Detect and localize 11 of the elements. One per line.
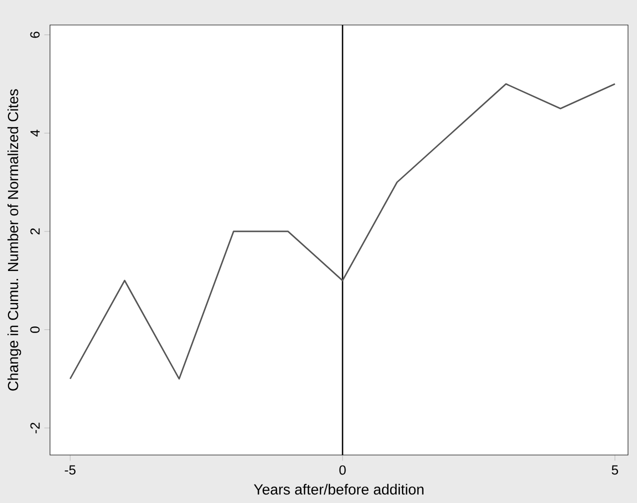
y-axis-title: Change in Cumu. Number of Normalized Cites xyxy=(7,89,22,391)
line-series xyxy=(69,83,616,380)
y-tick-label: 4 xyxy=(30,130,40,136)
y-tick-label: -2 xyxy=(30,422,40,434)
y-tick-label: 0 xyxy=(30,326,40,333)
x-tick-label: 0 xyxy=(339,465,346,475)
y-tick-label: 6 xyxy=(30,32,40,38)
x-axis-title: Years after/before addition xyxy=(254,484,424,495)
y-tick-label: 2 xyxy=(30,228,40,234)
x-tick-label: -5 xyxy=(64,465,76,475)
x-tick-label: 5 xyxy=(612,465,618,475)
